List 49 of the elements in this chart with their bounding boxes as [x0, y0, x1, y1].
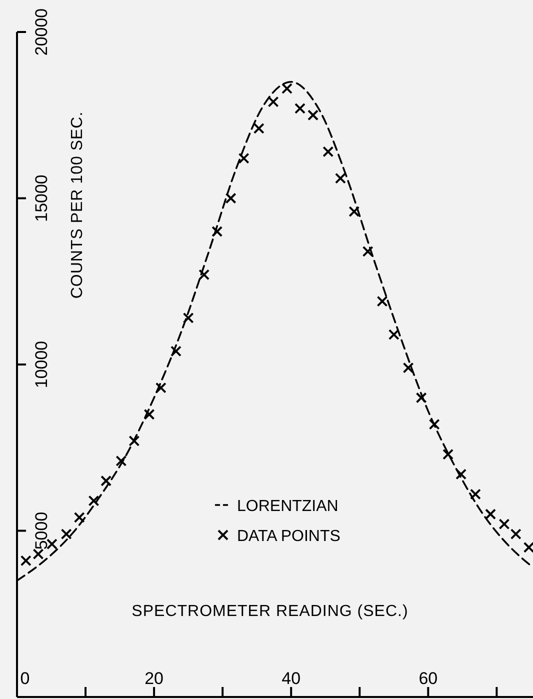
x-tick-label: 60 [418, 669, 438, 688]
point [74, 512, 85, 523]
point [198, 269, 210, 280]
point [348, 206, 360, 218]
legend-label: DATA POINTS [237, 528, 340, 545]
point [155, 382, 166, 394]
point [523, 542, 533, 553]
point [128, 435, 140, 446]
y-tick-label: 10000 [32, 340, 51, 388]
point [182, 312, 194, 324]
y-axis-title: COUNTS PER 100 SEC. [69, 111, 86, 299]
point [416, 392, 427, 404]
point [294, 102, 306, 114]
point [225, 192, 236, 204]
point [116, 455, 127, 466]
point [362, 246, 374, 257]
point [32, 548, 44, 560]
point [428, 418, 440, 430]
point [88, 495, 100, 506]
y-tick-label: 15000 [32, 174, 51, 222]
point [268, 96, 279, 108]
point [322, 146, 334, 158]
point [170, 346, 182, 357]
point [281, 83, 292, 94]
point [334, 172, 346, 184]
point [388, 329, 400, 340]
point [456, 468, 467, 480]
point [485, 508, 496, 520]
x-axis-title: SPECTROMETER READING (SEC.) [132, 603, 408, 620]
legend-label: LORENTZIAN [237, 498, 338, 515]
point [470, 488, 481, 500]
point [442, 448, 454, 460]
point [498, 518, 510, 530]
point [308, 110, 319, 121]
point [100, 475, 112, 486]
point [212, 226, 223, 237]
point [510, 528, 522, 540]
point [60, 528, 72, 540]
y-tick-label: 5000 [32, 512, 51, 550]
point [402, 362, 414, 374]
x-tick-label: 20 [144, 669, 164, 688]
point [253, 122, 264, 134]
point [144, 408, 155, 420]
point [20, 555, 32, 566]
x-tick-label: 40 [282, 669, 301, 688]
y-tick-label: 20000 [32, 8, 51, 56]
point [376, 296, 388, 307]
point [238, 152, 250, 164]
x-tick-label: 0 [20, 669, 30, 688]
